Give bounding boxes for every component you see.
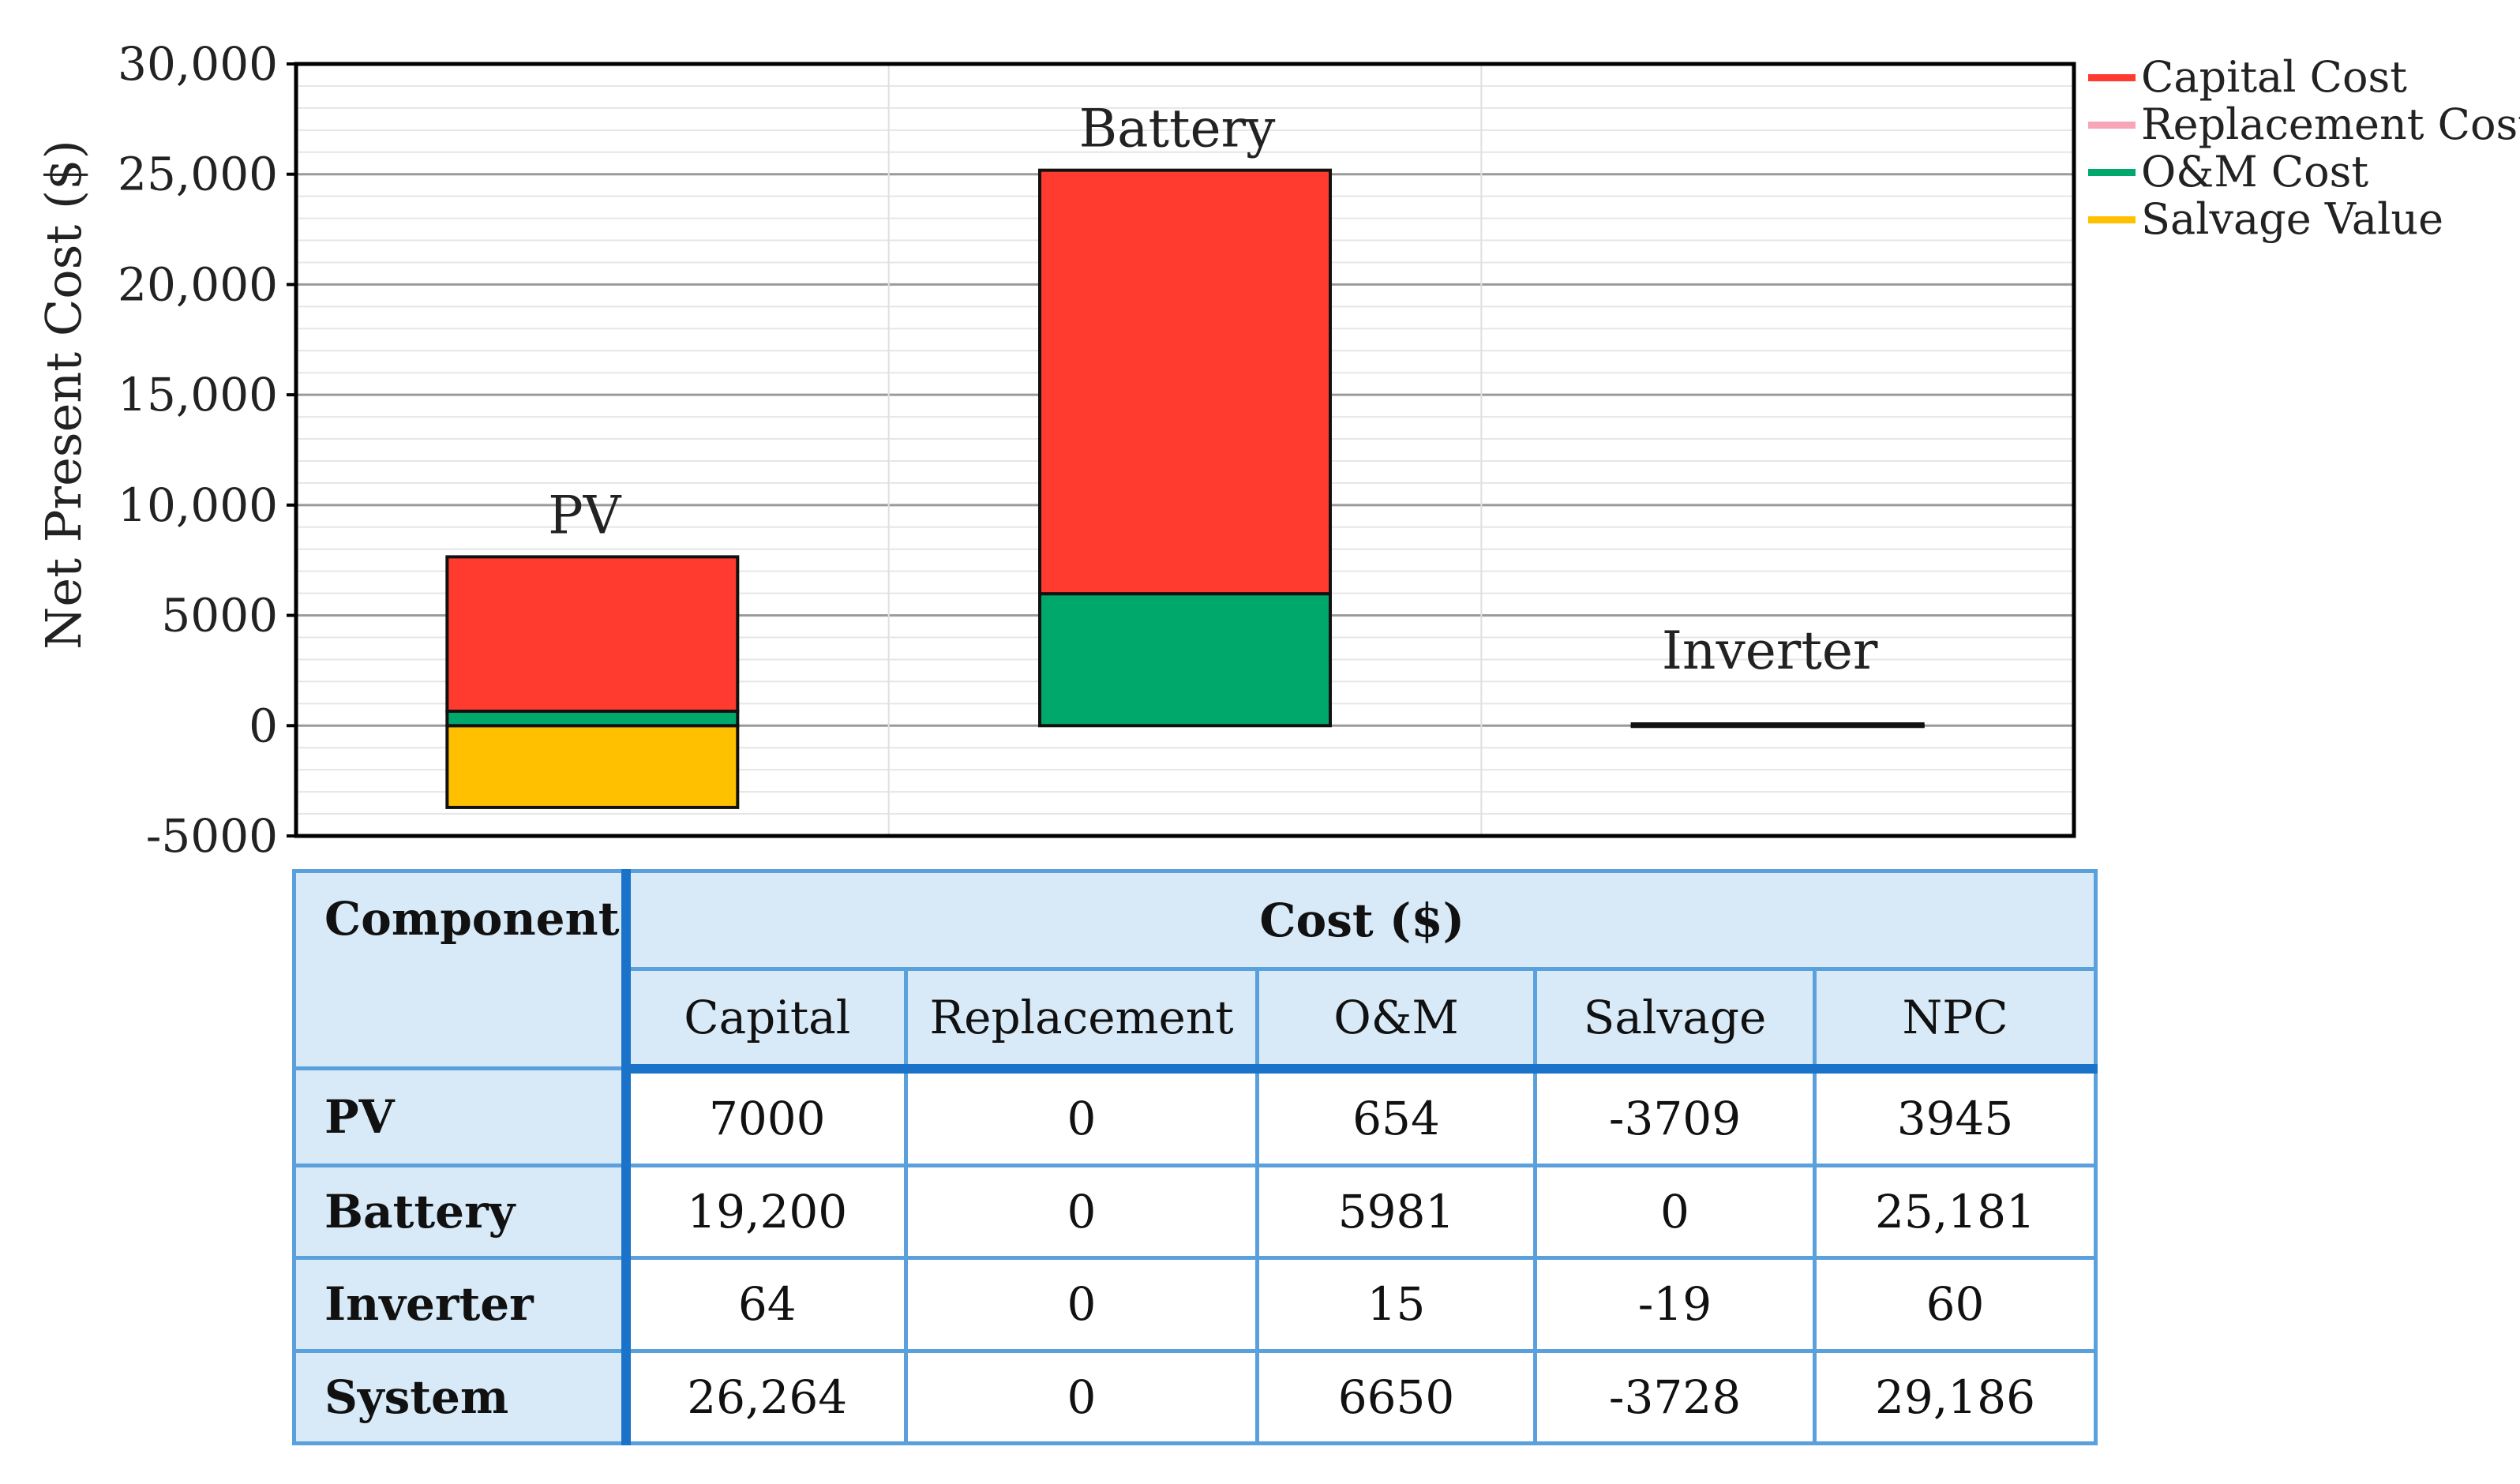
- category-label: Battery: [1079, 99, 1277, 159]
- plot-frame: [294, 62, 2076, 838]
- row-label: Battery: [292, 1163, 631, 1261]
- col-header-replacement: Replacement: [904, 967, 1259, 1074]
- table-row: PV 7000 0 654 -3709 3945: [292, 1066, 2098, 1167]
- cell-salvage: 0: [1533, 1163, 1817, 1261]
- category-labels: PV Battery Inverter: [548, 99, 1878, 681]
- legend-swatch: [2088, 122, 2136, 129]
- y-tick-label: 0: [249, 699, 278, 752]
- cell-salvage: -3728: [1533, 1348, 1817, 1446]
- legend-label: Capital Cost: [2141, 52, 2407, 102]
- cell-npc: 60: [1812, 1256, 2098, 1353]
- legend-label: Replacement Cost: [2141, 99, 2520, 149]
- cell-replacement: 0: [904, 1066, 1259, 1167]
- col-header-npc: NPC: [1812, 967, 2098, 1074]
- cell-capital: 64: [624, 1256, 908, 1353]
- bars: [445, 168, 1925, 809]
- cell-capital: 26,264: [624, 1348, 908, 1446]
- cell-replacement: 0: [904, 1256, 1259, 1353]
- cell-om: 5981: [1255, 1163, 1537, 1261]
- category-label: PV: [548, 485, 621, 545]
- cell-npc: 3945: [1812, 1066, 2098, 1167]
- row-label: System: [292, 1348, 631, 1446]
- table-row: Battery 19,200 0 5981 0 25,181: [292, 1163, 2098, 1261]
- bar-segment: [1038, 592, 1332, 728]
- cell-om: 15: [1255, 1256, 1537, 1353]
- cell-salvage: -3709: [1533, 1066, 1817, 1167]
- y-tick-label: 25,000: [118, 148, 278, 201]
- y-tick-label: 5000: [161, 589, 278, 643]
- legend-label: O&M Cost: [2141, 147, 2368, 197]
- row-label: PV: [292, 1066, 631, 1167]
- cell-salvage: -19: [1533, 1256, 1817, 1353]
- bar-segment: [1630, 722, 1925, 727]
- legend-swatch: [2088, 169, 2136, 176]
- y-tick-label: -5000: [146, 809, 278, 863]
- y-tick-label: 15,000: [118, 368, 278, 422]
- cost-header: Cost ($): [623, 869, 2098, 971]
- cell-npc: 29,186: [1812, 1348, 2098, 1446]
- component-header: Component: [292, 869, 631, 1070]
- legend-swatch: [2088, 216, 2136, 223]
- cell-om: 654: [1255, 1066, 1537, 1167]
- table-row: Inverter 64 0 15 -19 60: [292, 1256, 2098, 1353]
- npc-chart: 30,000 25,000 20,000 15,000 10,000 5000 0 -5000…: [35, 37, 2520, 863]
- cell-replacement: 0: [904, 1348, 1259, 1446]
- bar-segment: [445, 724, 740, 809]
- table-row: System 26,264 0 6650 -3728 29,186: [292, 1348, 2098, 1446]
- legend-swatch: [2088, 74, 2136, 81]
- bar-segment: [445, 710, 740, 728]
- col-header-capital: Capital: [624, 967, 908, 1074]
- y-tick-label: 10,000: [118, 478, 278, 532]
- cell-npc: 25,181: [1812, 1163, 2098, 1261]
- cell-replacement: 0: [904, 1163, 1259, 1261]
- y-axis-label: Net Present Cost ($): [35, 140, 92, 650]
- bar-segment: [1038, 168, 1332, 596]
- row-label: Inverter: [292, 1256, 631, 1353]
- col-header-om: O&M: [1255, 967, 1537, 1074]
- y-tick-label: 20,000: [118, 257, 278, 311]
- cost-table: Component Cost ($) Capital Replacement O…: [292, 869, 2098, 1446]
- category-label: Inverter: [1662, 620, 1878, 681]
- legend-label: Salvage Value: [2141, 194, 2443, 244]
- y-axis-ticks: 30,000 25,000 20,000 15,000 10,000 5000 0 -5000: [118, 37, 296, 863]
- bar-segment: [445, 555, 740, 714]
- cell-capital: 19,200: [624, 1163, 908, 1261]
- cell-capital: 7000: [624, 1066, 908, 1167]
- col-header-salvage: Salvage: [1533, 967, 1817, 1074]
- y-tick-label: 30,000: [118, 37, 278, 91]
- cell-om: 6650: [1255, 1348, 1537, 1446]
